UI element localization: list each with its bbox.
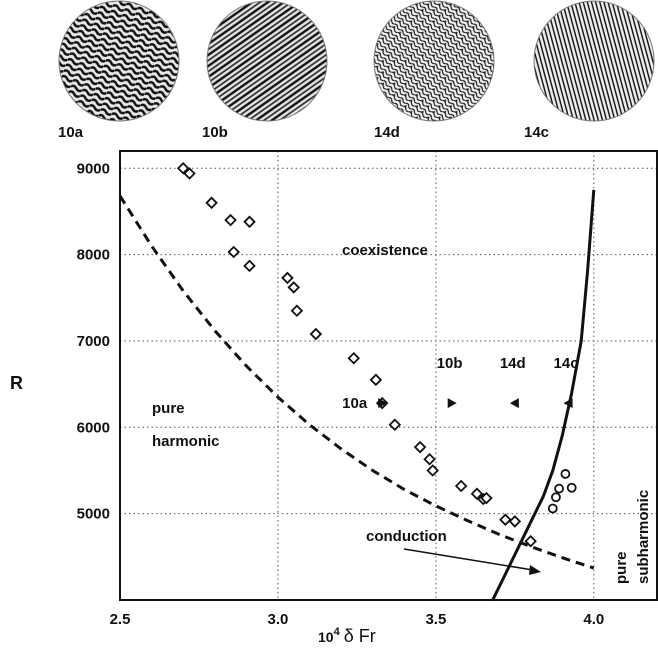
x-axis-label-rest: δ Fr	[344, 626, 376, 646]
y-axis-ticks: 5000 6000 7000 8000 9000	[77, 160, 110, 522]
pattern-marker-label-10b: 10b	[437, 355, 463, 372]
subharmonic-boundary-curve	[491, 189, 596, 601]
x-tick-label: 2.5	[110, 611, 131, 628]
harmonic-boundary-curve	[118, 195, 595, 570]
y-tick-label: 9000	[77, 160, 110, 177]
y-tick-label: 5000	[77, 506, 110, 523]
data-point-diamond	[413, 440, 427, 454]
x-tick-label: 4.0	[583, 611, 604, 628]
thumbnail-14c	[533, 0, 655, 122]
data-point-circle	[547, 503, 558, 514]
data-point-diamond	[309, 327, 323, 341]
pattern-marker-label-10a: 10a	[342, 395, 368, 412]
data-point-diamond	[480, 491, 493, 505]
grid	[120, 151, 657, 600]
x-tick-label: 3.0	[268, 611, 289, 628]
data-point-diamond	[243, 259, 256, 273]
x-axis-label-prefix: 10	[318, 629, 334, 645]
thumbnail-label-14c: 14c	[524, 124, 549, 141]
data-point-circle	[560, 469, 571, 479]
conduction-arrow-shaft	[403, 548, 534, 571]
annotation-conduction: conduction	[366, 528, 447, 545]
data-point-diamond	[423, 452, 436, 466]
data-point-diamond	[290, 304, 304, 318]
plot-frame	[119, 150, 658, 601]
data-point-diamond	[388, 418, 402, 431]
pattern-marker-10b	[447, 398, 457, 409]
y-tick-label: 7000	[77, 333, 110, 350]
data-point-diamond	[454, 479, 468, 493]
data-point-diamond	[426, 464, 439, 477]
data-point-diamond	[369, 373, 383, 387]
data-point-diamond	[205, 196, 218, 210]
data-point-diamond	[287, 281, 301, 294]
pattern-marker-14d	[509, 398, 519, 409]
thumbnail-label-10b: 10b	[202, 124, 228, 141]
data-point-circle	[566, 482, 577, 493]
data-point-diamond	[281, 271, 294, 285]
data-markers	[176, 161, 577, 548]
data-point-diamond	[183, 167, 196, 180]
thumbnail-10b	[206, 0, 328, 122]
data-point-diamond	[243, 215, 256, 229]
data-point-diamond	[224, 213, 237, 227]
pattern-marker-10a	[378, 398, 388, 409]
data-point-diamond	[227, 245, 240, 259]
y-tick-label: 6000	[77, 419, 110, 436]
thumbnail-label-10a: 10a	[58, 124, 84, 141]
data-point-diamond	[347, 351, 361, 365]
x-tick-label: 3.5	[425, 611, 446, 628]
x-axis-label-exponent: 4	[334, 626, 341, 638]
y-tick-label: 8000	[77, 247, 110, 264]
annotation-pure-subharmonic-1: pure	[613, 551, 630, 584]
pattern-marker-label-14d: 14d	[500, 355, 526, 372]
data-point-diamond	[470, 487, 484, 501]
data-point-circle	[551, 492, 561, 503]
annotation-pure-subharmonic-2: subharmonic	[635, 490, 652, 584]
y-axis-label: R	[10, 373, 23, 393]
annotation-pure-harmonic-2: harmonic	[152, 433, 220, 450]
data-point-diamond	[499, 513, 512, 526]
x-axis-ticks: 2.5 3.0 3.5 4.0	[110, 611, 605, 628]
data-point-diamond	[176, 161, 190, 175]
data-point-diamond	[508, 515, 522, 528]
thumbnail-14d	[373, 0, 495, 122]
thumbnail-10a	[58, 0, 180, 122]
thumbnail-group: 10a 10b 14d 14c	[58, 0, 655, 141]
x-axis-label: 104 δ Fr	[318, 626, 376, 646]
pattern-marker-label-14c: 14c	[554, 355, 579, 372]
data-point-diamond	[524, 535, 537, 548]
annotation-coexistence: coexistence	[342, 242, 428, 259]
data-point-circle	[554, 483, 564, 494]
thumbnail-label-14d: 14d	[374, 124, 400, 141]
conduction-arrow-head	[529, 565, 541, 575]
annotation-pure-harmonic-1: pure	[152, 400, 185, 417]
pattern-markers: 10a 10b 14d 14c	[342, 355, 578, 412]
annotation-pure-subharmonic-group: pure subharmonic	[613, 490, 652, 584]
pattern-marker-14c	[563, 398, 573, 409]
